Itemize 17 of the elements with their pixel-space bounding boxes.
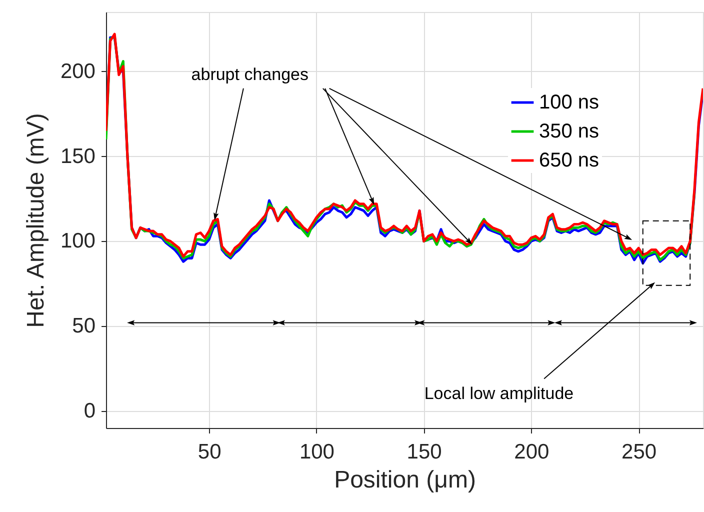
x-tick-label: 100 <box>299 440 334 464</box>
y-axis-title: Het. Amplitude (mV) <box>22 113 50 328</box>
legend-label: 650 ns <box>539 150 600 172</box>
x-tick-label: 50 <box>198 440 222 464</box>
y-tick-label: 200 <box>60 60 96 83</box>
legend-label: 100 ns <box>539 92 600 114</box>
annotation: Local low amplitude <box>424 384 574 404</box>
x-tick-label: 250 <box>622 440 657 464</box>
x-tick-label: 200 <box>514 440 550 464</box>
y-tick-label: 50 <box>72 314 96 338</box>
annotation: abrupt changes <box>191 64 308 84</box>
legend-label: 350 ns <box>539 120 600 142</box>
x-axis-title: Position (μm) <box>334 466 476 494</box>
y-tick-label: 150 <box>60 144 96 168</box>
y-tick-label: 100 <box>60 230 96 253</box>
x-tick-label: 150 <box>406 440 442 464</box>
y-tick-label: 0 <box>84 400 96 423</box>
